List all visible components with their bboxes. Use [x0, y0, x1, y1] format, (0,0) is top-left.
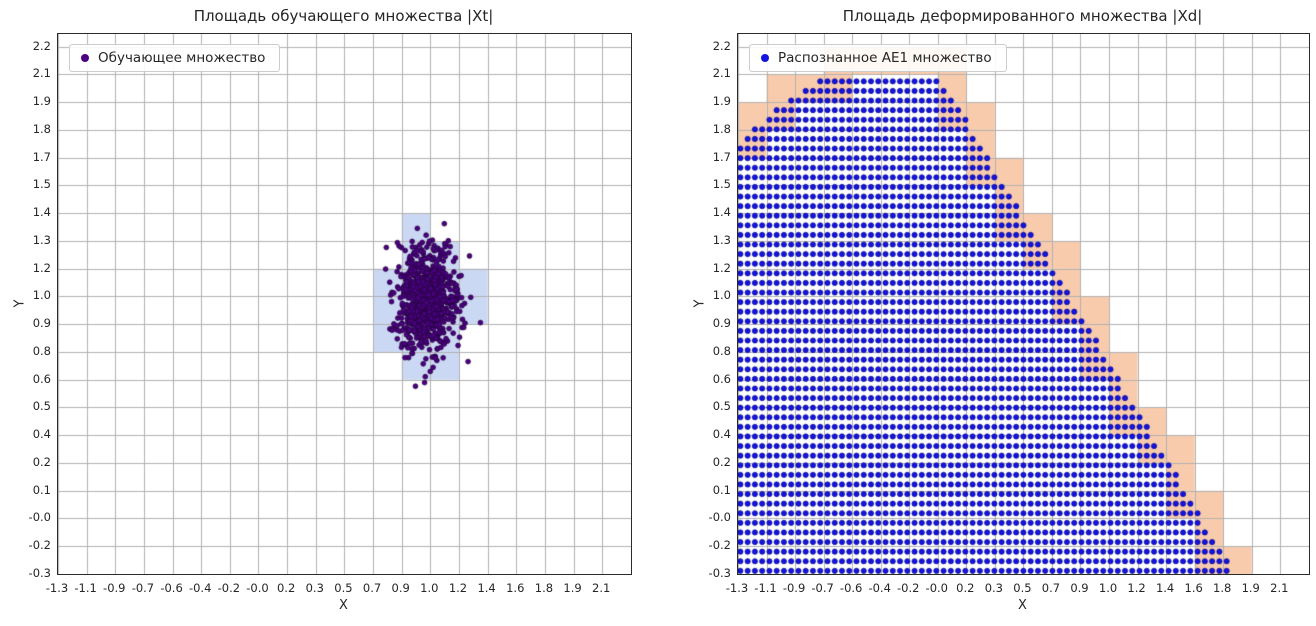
y-tick-label: 2.1 — [32, 66, 51, 81]
x-tick-label: 1.2 — [448, 581, 468, 595]
scatter-marker-icon — [81, 54, 89, 62]
figure-training-set: Площадь обучающего множества |Xt| Обучаю… — [12, 7, 632, 613]
right-plot-area: Распознанное AE1 множество — [737, 33, 1310, 575]
x-tick-label: -1.1 — [74, 581, 97, 595]
y-tick-label: 0.2 — [712, 454, 731, 469]
y-tick-label: 1.3 — [712, 232, 731, 247]
y-tick-label: 1.2 — [712, 260, 731, 275]
x-tick-label: 0.2 — [956, 581, 975, 595]
y-tick-label: 1.4 — [32, 205, 51, 220]
y-tick-label: 1.2 — [32, 260, 51, 275]
left-x-axis-label: X — [339, 598, 348, 613]
left-chart-title: Площадь обучающего множества |Xt| — [193, 7, 494, 25]
y-tick-label: 0.6 — [712, 371, 731, 386]
x-tick-label: 0.3 — [984, 581, 1003, 595]
y-tick-label: 0.1 — [32, 482, 51, 497]
x-tick-label: 1.4 — [1155, 581, 1175, 595]
x-tick-label: -0.0 — [925, 581, 948, 595]
x-tick-label: -0.4 — [868, 581, 891, 595]
y-tick-label: 1.4 — [712, 205, 731, 220]
y-tick-label: 0.6 — [32, 371, 51, 386]
y-tick-label: 0.4 — [712, 427, 731, 442]
x-tick-label: 1.9 — [1241, 581, 1260, 595]
x-tick-label: 1.2 — [1127, 581, 1146, 595]
right-plot-canvas — [738, 34, 1309, 574]
x-tick-label: 0.7 — [362, 581, 382, 595]
x-tick-label: -0.9 — [103, 581, 126, 595]
x-tick-label: -0.9 — [782, 581, 806, 595]
y-tick-label: 0.5 — [712, 399, 731, 414]
x-tick-label: 0.5 — [334, 581, 353, 595]
left-legend: Обучающее множество — [69, 44, 281, 72]
y-tick-label: 0.8 — [712, 343, 731, 358]
y-tick-label: 1.0 — [712, 288, 731, 303]
y-tick-label: 1.8 — [712, 121, 731, 136]
x-tick-label: -0.7 — [131, 581, 155, 595]
left-plot-area: Обучающее множество — [57, 33, 632, 575]
x-tick-label: 0.5 — [1013, 581, 1032, 595]
right-legend-label: Распознанное AE1 множество — [778, 50, 992, 66]
x-tick-label: -0.7 — [811, 581, 834, 595]
x-tick-label: -0.2 — [897, 581, 920, 595]
x-tick-label: 1.8 — [1213, 581, 1232, 595]
x-tick-label: 0.9 — [1070, 581, 1089, 595]
y-tick-label: 0.2 — [32, 454, 51, 469]
x-tick-label: 2.1 — [592, 581, 611, 595]
x-tick-label: 0.7 — [1041, 581, 1061, 595]
y-tick-label: 1.5 — [712, 177, 731, 192]
x-tick-label: 1.0 — [1098, 581, 1118, 595]
x-tick-label: 2.1 — [1270, 581, 1289, 595]
y-tick-label: 1.7 — [32, 149, 51, 164]
x-tick-label: 1.0 — [420, 581, 439, 595]
y-tick-label: 0.4 — [32, 427, 51, 442]
y-tick-label: 2.2 — [32, 38, 51, 53]
x-tick-label: -0.2 — [217, 581, 241, 595]
x-tick-label: -1.3 — [725, 581, 749, 595]
x-tick-label: -0.6 — [160, 581, 183, 595]
right-x-axis-label: X — [1018, 598, 1027, 613]
y-tick-label: 1.7 — [712, 149, 731, 164]
y-tick-label: 1.9 — [32, 94, 51, 109]
y-tick-label: 1.3 — [32, 232, 51, 247]
y-tick-label: 1.0 — [32, 288, 51, 303]
x-tick-label: 1.4 — [477, 581, 496, 595]
y-tick-label: 0.9 — [712, 316, 731, 331]
x-tick-label: 0.3 — [305, 581, 324, 595]
x-tick-label: -0.0 — [246, 581, 269, 595]
figure-deformed-set: Площадь деформированного множества |Xd| … — [658, 0, 1316, 626]
y-tick-label: -0.3 — [708, 566, 731, 580]
x-tick-label: 1.8 — [534, 581, 554, 595]
left-plot-canvas — [58, 34, 631, 574]
x-tick-label: -0.4 — [188, 581, 212, 595]
y-tick-label: 2.2 — [712, 38, 731, 53]
y-tick-label: 0.5 — [32, 399, 51, 414]
y-tick-label: 1.9 — [712, 94, 731, 109]
right-legend: Распознанное AE1 множество — [749, 44, 1007, 72]
x-tick-label: -0.6 — [839, 581, 863, 595]
x-tick-label: -1.1 — [754, 581, 777, 595]
x-tick-label: -1.3 — [45, 581, 69, 595]
y-tick-label: 0.1 — [712, 482, 731, 497]
y-tick-label: -0.0 — [708, 510, 731, 525]
scatter-marker-icon — [761, 54, 769, 62]
x-tick-label: 0.9 — [391, 581, 410, 595]
y-tick-label: -0.2 — [28, 538, 51, 553]
y-tick-label: 2.1 — [712, 66, 731, 81]
y-tick-label: -0.2 — [708, 538, 731, 553]
x-tick-label: 1.6 — [1184, 581, 1203, 595]
y-tick-label: -0.0 — [28, 510, 51, 525]
y-tick-label: 1.8 — [32, 121, 51, 136]
y-tick-label: -0.3 — [28, 566, 51, 580]
x-tick-label: 0.2 — [276, 581, 296, 595]
left-legend-label: Обучающее множество — [98, 50, 266, 66]
y-tick-label: 1.5 — [32, 177, 51, 192]
x-tick-label: 1.6 — [506, 581, 525, 595]
right-chart-title: Площадь деформированного множества |Xd| — [842, 7, 1203, 25]
y-tick-label: 0.9 — [32, 316, 51, 331]
y-tick-label: 0.8 — [32, 343, 51, 358]
x-tick-label: 1.9 — [563, 581, 582, 595]
